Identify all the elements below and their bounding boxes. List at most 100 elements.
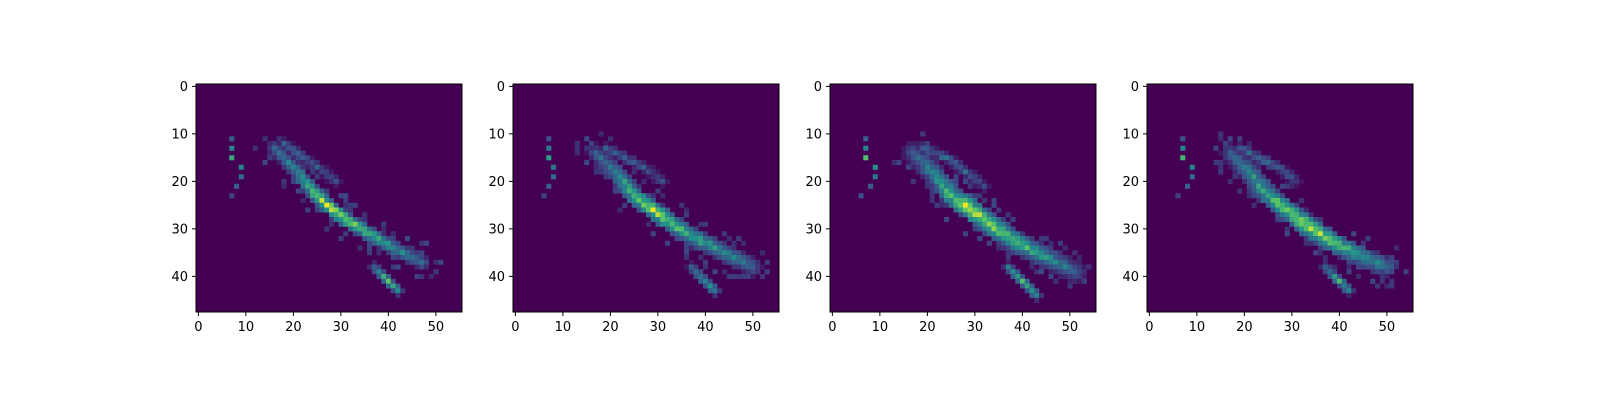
heatmap-cell <box>1039 240 1045 246</box>
heatmap-cell <box>574 145 580 151</box>
heatmap-cell <box>1058 250 1064 256</box>
heatmap-cell <box>395 264 401 270</box>
heatmap-cell <box>612 188 618 194</box>
heatmap-cell <box>1067 264 1073 270</box>
heatmap-cell <box>1005 264 1011 270</box>
heatmap-cell <box>736 255 742 261</box>
heatmap-cell <box>305 179 311 185</box>
heatmap-cell <box>589 145 595 151</box>
heatmap-cell <box>722 240 728 246</box>
heatmap-cell <box>982 231 988 237</box>
heatmap-cell <box>646 221 652 227</box>
x-tick-label: 50 <box>428 320 445 335</box>
heatmap-cell <box>584 145 590 151</box>
heatmap-cell <box>684 240 690 246</box>
heatmap-cell <box>1351 245 1357 251</box>
heatmap-cell <box>1327 226 1333 232</box>
heatmap-cell <box>1284 212 1290 218</box>
heatmap-cell <box>1332 245 1338 251</box>
heatmap-cell <box>741 264 747 270</box>
heatmap-cell <box>1053 278 1059 284</box>
heatmap-cell <box>1256 198 1262 204</box>
heatmap-cell <box>390 245 396 251</box>
heatmap-cell <box>972 193 978 199</box>
heatmap-cell <box>627 188 633 194</box>
heatmap-cell <box>362 236 368 242</box>
heatmap-cell <box>367 240 373 246</box>
heatmap-cell <box>1318 231 1324 237</box>
heatmap-cell <box>982 207 988 213</box>
heatmap-cell <box>1062 255 1068 261</box>
y-tick-label: 0 <box>497 80 505 95</box>
heatmap-cell <box>1246 183 1252 189</box>
heatmap-cell <box>929 145 935 151</box>
heatmap-cell <box>598 145 604 151</box>
heatmap-cell <box>669 221 675 227</box>
heatmap-cell <box>376 269 382 275</box>
heatmap-cell <box>920 164 926 170</box>
heatmap-cell <box>286 160 292 166</box>
heatmap-cell <box>679 236 685 242</box>
heatmap-cell <box>1389 283 1395 289</box>
heatmap-cell <box>329 217 335 223</box>
heatmap-cell <box>376 250 382 256</box>
heatmap-cell <box>1313 217 1319 223</box>
heatmap-cell <box>1232 169 1238 175</box>
heatmap-cell <box>712 293 718 299</box>
heatmap-cell <box>698 269 704 275</box>
heatmap-cell <box>305 155 311 161</box>
heatmap-cell <box>688 231 694 237</box>
heatmap-cell <box>305 164 311 170</box>
heatmap-cell <box>1275 202 1281 208</box>
heatmap-cell <box>1270 198 1276 204</box>
heatmap-cell <box>1227 179 1233 185</box>
heatmap-cell <box>1001 221 1007 227</box>
heatmap-cell <box>1275 188 1281 194</box>
heatmap-cell <box>1370 259 1376 265</box>
heatmap-cell <box>367 231 373 237</box>
heatmap-cell <box>1308 212 1314 218</box>
heatmap-cell <box>901 155 907 161</box>
heatmap-cell <box>424 255 430 261</box>
heatmap-cell <box>1242 160 1248 166</box>
heatmap-cell <box>1318 221 1324 227</box>
heatmap-cell <box>357 221 363 227</box>
heatmap-cell <box>1327 264 1333 270</box>
heatmap-cell <box>982 226 988 232</box>
x-tick-label: 10 <box>238 320 255 335</box>
heatmap-cell <box>1318 264 1324 270</box>
heatmap-cell <box>1034 297 1040 303</box>
heatmap-cell <box>1227 164 1233 170</box>
heatmap-cell <box>409 250 415 256</box>
heatmap-cell <box>1327 240 1333 246</box>
heatmap-cell <box>343 193 349 199</box>
heatmap-cell <box>755 269 761 275</box>
heatmap-cell <box>953 207 959 213</box>
heatmap-cell <box>1020 240 1026 246</box>
heatmap-cell <box>1332 236 1338 242</box>
heatmap-cell <box>617 207 623 213</box>
heatmap-cell <box>929 174 935 180</box>
heatmap-cell <box>1299 198 1305 204</box>
heatmap-cell <box>1379 255 1385 261</box>
heatmap-cell <box>603 155 609 161</box>
heatmap-cell <box>395 283 401 289</box>
heatmap-cell <box>1351 240 1357 246</box>
heatmap-cell <box>414 250 420 256</box>
heatmap-cell <box>612 169 618 175</box>
heatmap-cell <box>934 174 940 180</box>
heatmap-cell <box>1053 255 1059 261</box>
heatmap-cell <box>1005 269 1011 275</box>
heatmap-cell <box>381 245 387 251</box>
heatmap-cell <box>991 236 997 242</box>
heatmap-cell <box>722 250 728 256</box>
heatmap-cell <box>972 183 978 189</box>
heatmap-cell <box>858 193 864 199</box>
heatmap-cell <box>1356 250 1362 256</box>
heatmap-cell <box>934 150 940 156</box>
heatmap-cell <box>906 155 912 161</box>
heatmap-cell <box>1289 169 1295 175</box>
heatmap-cell <box>896 160 902 166</box>
heatmap-cell <box>617 179 623 185</box>
heatmap-cell <box>338 207 344 213</box>
